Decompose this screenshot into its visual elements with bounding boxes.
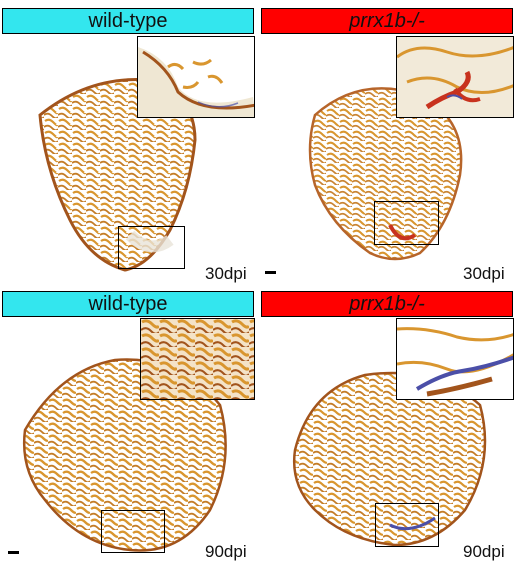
zoom-region-box-wild-type-30dpi (118, 226, 185, 269)
scale-bar-wild-type-90dpi (8, 551, 19, 554)
panel-header-wild-type-90dpi: wild-type (2, 291, 254, 317)
timepoint-label-prrx1b-30dpi: 30dpi (463, 264, 505, 283)
zoom-region-box-wild-type-90dpi (101, 510, 165, 553)
heart-section-wild-type-90dpi (20, 350, 240, 560)
timepoint-label-wild-type-90dpi: 90dpi (205, 542, 247, 561)
timepoint-label-prrx1b-90dpi: 90dpi (463, 542, 505, 561)
inset-zoom-wild-type-30dpi (137, 36, 255, 118)
inset-zoom-prrx1b-30dpi (396, 36, 514, 118)
heart-section-prrx1b-90dpi (285, 360, 495, 550)
panel-header-prrx1b-30dpi: prrx1b-/- (261, 8, 513, 34)
panel-header-prrx1b-90dpi: prrx1b-/- (261, 291, 513, 317)
scale-bar-prrx1b-30dpi (265, 271, 276, 274)
timepoint-label-wild-type-30dpi: 30dpi (205, 264, 247, 283)
inset-zoom-wild-type-90dpi (140, 318, 255, 400)
panel-header-wild-type-30dpi: wild-type (2, 8, 254, 34)
zoom-region-box-prrx1b-90dpi (375, 503, 439, 547)
inset-zoom-prrx1b-90dpi (396, 318, 514, 400)
zoom-region-box-prrx1b-30dpi (374, 201, 439, 245)
